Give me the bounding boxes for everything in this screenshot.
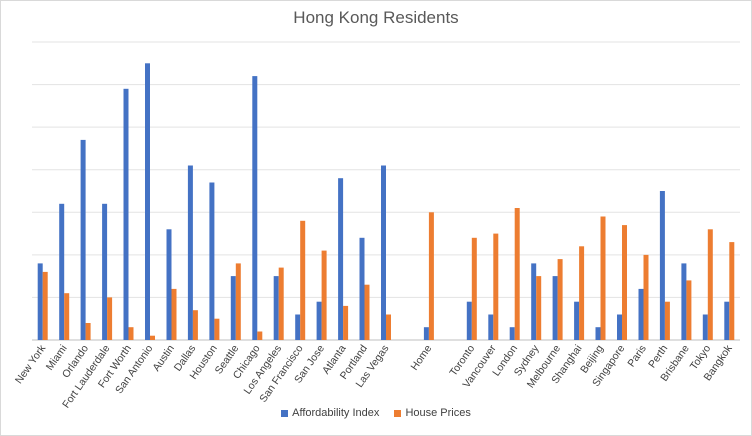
bar-house-prices-perth — [664, 301, 670, 340]
bar-affordability-bangkok — [724, 301, 730, 340]
x-tick-label: New York — [13, 342, 49, 386]
bar-house-prices-portland — [364, 284, 370, 340]
bar-affordability-orlando — [80, 139, 86, 340]
legend-label-affordability: Affordability Index — [292, 407, 380, 420]
bar-house-prices-orlando — [85, 323, 91, 340]
bar-affordability-houston — [209, 182, 215, 340]
legend-item-house-prices: House Prices — [394, 407, 471, 420]
bar-affordability-sydney — [531, 263, 537, 340]
bar-house-prices-austin — [171, 288, 177, 340]
bar-house-prices-beijing — [600, 216, 606, 340]
bar-affordability-atlanta — [338, 178, 344, 340]
bar-house-prices-paris — [643, 254, 649, 340]
bar-house-prices-tokyo — [707, 229, 713, 340]
bar-house-prices-las-vegas — [386, 314, 391, 340]
bar-affordability-portland — [359, 237, 365, 340]
bar-house-prices-singapore — [622, 225, 627, 340]
bar-affordability-fort-worth — [123, 88, 129, 340]
bar-affordability-fort-lauderdale — [102, 203, 108, 340]
legend-swatch-house-prices — [394, 409, 402, 417]
bar-affordability-tokyo — [702, 314, 708, 340]
bar-affordability-paris — [638, 288, 644, 340]
bar-house-prices-toronto — [471, 237, 477, 340]
bar-house-prices-miami — [64, 293, 70, 340]
legend: Affordability Index House Prices — [0, 407, 752, 419]
x-tick-label: Austin — [150, 343, 177, 374]
bar-affordability-los-angeles — [273, 276, 279, 340]
bar-house-prices-san-jose — [321, 250, 327, 340]
bar-affordability-melbourne — [552, 276, 558, 340]
bar-house-prices-san-antonio — [150, 335, 155, 340]
bar-affordability-singapore — [617, 314, 622, 340]
bar-affordability-san-francisco — [295, 314, 301, 340]
bar-affordability-vancouver — [488, 314, 494, 340]
bar-affordability-las-vegas — [381, 165, 386, 340]
bar-house-prices-home — [428, 212, 434, 340]
bar-affordability-san-antonio — [145, 63, 150, 341]
bar-house-prices-fort-worth — [128, 327, 134, 340]
legend-swatch-affordability — [281, 409, 289, 417]
bar-house-prices-houston — [214, 318, 220, 340]
x-tick-label: Home — [408, 343, 434, 373]
bar-affordability-shanghai — [574, 301, 580, 340]
bar-affordability-brisbane — [681, 263, 687, 340]
bar-house-prices-chicago — [257, 331, 263, 340]
legend-label-house-prices: House Prices — [405, 407, 471, 420]
bar-house-prices-dallas — [192, 310, 198, 340]
bar-house-prices-london — [514, 208, 520, 340]
legend-item-affordability: Affordability Index — [281, 407, 379, 419]
bar-affordability-dallas — [187, 165, 193, 340]
chart-title: Hong Kong Residents — [293, 8, 459, 27]
bar-house-prices-brisbane — [686, 280, 692, 340]
bar-affordability-miami — [59, 203, 65, 340]
x-tick-label: Paris — [625, 343, 649, 369]
bar-affordability-chicago — [252, 76, 258, 340]
bar-house-prices-los-angeles — [278, 267, 284, 340]
bar-affordability-new-york — [37, 263, 43, 340]
bar-house-prices-fort-lauderdale — [107, 297, 113, 340]
bar-affordability-toronto — [466, 301, 472, 340]
bar-affordability-perth — [659, 191, 665, 340]
bar-house-prices-vancouver — [493, 233, 499, 340]
bar-house-prices-san-francisco — [300, 220, 306, 340]
bar-house-prices-seattle — [235, 263, 241, 340]
bar-house-prices-bangkok — [729, 242, 735, 340]
bar-affordability-beijing — [595, 327, 601, 340]
bar-house-prices-shanghai — [579, 246, 585, 340]
bar-affordability-austin — [166, 229, 172, 340]
bar-house-prices-new-york — [42, 271, 48, 340]
bar-affordability-home — [423, 327, 429, 340]
bar-affordability-london — [509, 327, 515, 340]
bar-house-prices-atlanta — [343, 305, 349, 340]
bar-house-prices-melbourne — [557, 259, 563, 340]
bar-house-prices-sydney — [536, 276, 542, 340]
bar-affordability-seattle — [230, 276, 236, 340]
bar-affordability-san-jose — [316, 301, 322, 340]
